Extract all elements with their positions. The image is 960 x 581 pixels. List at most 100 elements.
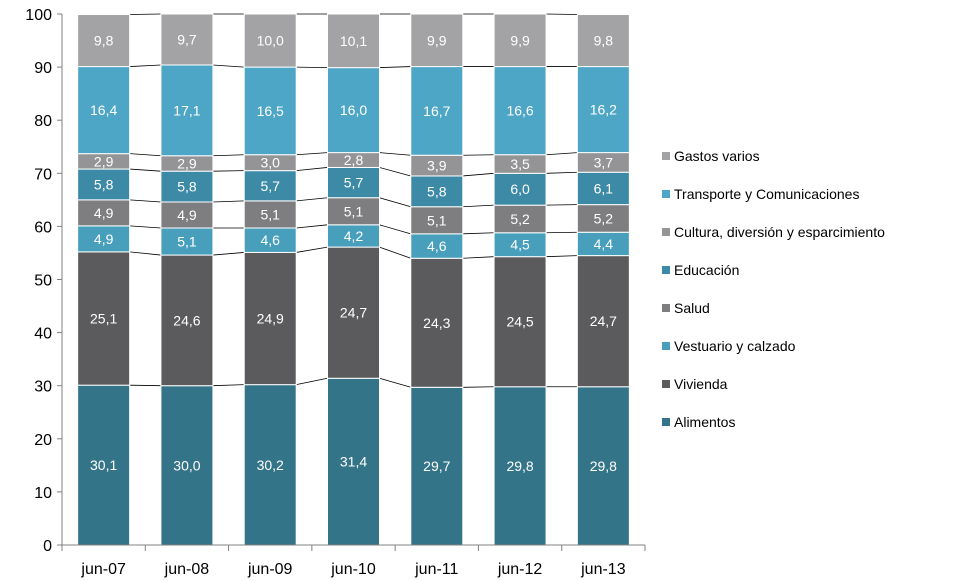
data-label: 4,5 xyxy=(510,237,530,253)
data-label: 3,9 xyxy=(427,158,447,174)
data-label: 4,9 xyxy=(177,207,197,223)
data-label: 24,3 xyxy=(423,315,450,331)
data-label: 30,1 xyxy=(90,457,117,473)
series-line xyxy=(546,14,577,15)
series-line xyxy=(130,14,161,15)
x-tick-label: jun-10 xyxy=(330,561,376,578)
series-line xyxy=(380,378,411,387)
data-label: 9,9 xyxy=(510,32,530,48)
data-label: 5,8 xyxy=(94,176,114,192)
data-label: 3,0 xyxy=(260,155,280,171)
data-label: 3,5 xyxy=(510,156,530,172)
series-line xyxy=(213,201,244,202)
series-line xyxy=(546,172,577,173)
series-line xyxy=(213,65,244,67)
data-label: 9,9 xyxy=(427,32,447,48)
y-tick-label: 60 xyxy=(34,219,52,236)
data-label: 24,9 xyxy=(257,311,284,327)
data-label: 16,6 xyxy=(506,103,533,119)
y-tick-label: 90 xyxy=(34,60,52,77)
legend-label: Alimentos xyxy=(674,414,735,430)
data-label: 4,9 xyxy=(94,231,114,247)
legend-label: Vivienda xyxy=(674,376,728,392)
series-line xyxy=(296,198,327,201)
y-tick-label: 50 xyxy=(34,273,52,290)
series-line xyxy=(546,153,577,155)
data-label: 6,1 xyxy=(594,180,614,196)
series-line xyxy=(296,67,327,68)
data-label: 5,1 xyxy=(344,203,364,219)
series-line xyxy=(130,169,161,171)
data-label: 10,0 xyxy=(257,33,284,49)
y-axis: 0102030405060708090100 xyxy=(25,7,62,555)
data-label: 17,1 xyxy=(173,102,200,118)
data-label: 29,8 xyxy=(506,458,533,474)
legend-label: Salud xyxy=(674,300,710,316)
data-label: 6,0 xyxy=(510,181,530,197)
data-label: 16,4 xyxy=(90,102,117,118)
data-label: 16,5 xyxy=(257,103,284,119)
data-label: 5,7 xyxy=(260,178,280,194)
x-tick-label: jun-07 xyxy=(80,561,126,578)
data-label: 5,8 xyxy=(177,179,197,195)
series-line xyxy=(380,247,411,258)
series-line xyxy=(213,385,244,386)
y-tick-label: 40 xyxy=(34,326,52,343)
data-label: 25,1 xyxy=(90,311,117,327)
legend-label: Gastos varios xyxy=(674,148,760,164)
y-tick-label: 100 xyxy=(25,7,52,24)
data-label: 4,4 xyxy=(594,236,614,252)
legend-swatch xyxy=(662,190,670,198)
x-axis: jun-07 jun-08 jun-09 jun-10 jun-11 jun-12 jun-… xyxy=(62,545,645,578)
legend-swatch xyxy=(662,342,670,350)
data-label: 31,4 xyxy=(340,454,367,470)
data-label: 16,7 xyxy=(423,103,450,119)
series-line xyxy=(296,167,327,170)
data-label: 24,5 xyxy=(506,314,533,330)
legend-swatch xyxy=(662,418,670,426)
data-label: 5,8 xyxy=(427,183,447,199)
legend-swatch xyxy=(662,152,670,160)
series-line xyxy=(463,233,494,234)
data-label: 24,7 xyxy=(340,305,367,321)
data-label: 5,7 xyxy=(344,175,364,191)
data-label: 9,7 xyxy=(177,31,197,47)
legend-swatch xyxy=(662,228,670,236)
data-label: 24,7 xyxy=(590,313,617,329)
series-line xyxy=(130,385,161,386)
x-tick-label: jun-13 xyxy=(580,561,626,578)
series-line xyxy=(213,252,244,255)
series-line xyxy=(130,252,161,255)
data-label: 2,9 xyxy=(94,153,114,169)
data-label: 4,9 xyxy=(94,205,114,221)
data-label: 30,2 xyxy=(257,457,284,473)
y-tick-label: 10 xyxy=(34,485,52,502)
x-tick-label: jun-08 xyxy=(164,561,210,578)
data-label: 10,1 xyxy=(340,33,367,49)
series-line xyxy=(380,67,411,68)
series-line xyxy=(380,153,411,156)
data-label: 4,2 xyxy=(344,228,364,244)
series-line xyxy=(213,171,244,172)
data-label: 4,6 xyxy=(260,232,280,248)
x-tick-label: jun-11 xyxy=(414,561,458,578)
legend-swatch xyxy=(662,304,670,312)
data-label: 5,2 xyxy=(510,211,530,227)
data-label: 2,9 xyxy=(177,155,197,171)
data-label: 5,1 xyxy=(177,234,197,250)
series-line xyxy=(296,378,327,384)
legend-label: Vestuario y calzado xyxy=(674,338,796,354)
series-line xyxy=(130,226,161,228)
data-label: 4,6 xyxy=(427,238,447,254)
series-line xyxy=(546,205,577,206)
series-line xyxy=(296,225,327,228)
data-label: 5,1 xyxy=(260,206,280,222)
data-label: 9,8 xyxy=(594,33,614,49)
data-label: 5,2 xyxy=(594,210,614,226)
data-label: 16,0 xyxy=(340,102,367,118)
y-tick-label: 20 xyxy=(34,432,52,449)
bars-group: 30,1 30,0 30,2 31,4 29,7 29,8 29,8 25,1 24,6 24,9… xyxy=(78,14,630,545)
series-line xyxy=(546,232,577,233)
series-line xyxy=(296,153,327,155)
